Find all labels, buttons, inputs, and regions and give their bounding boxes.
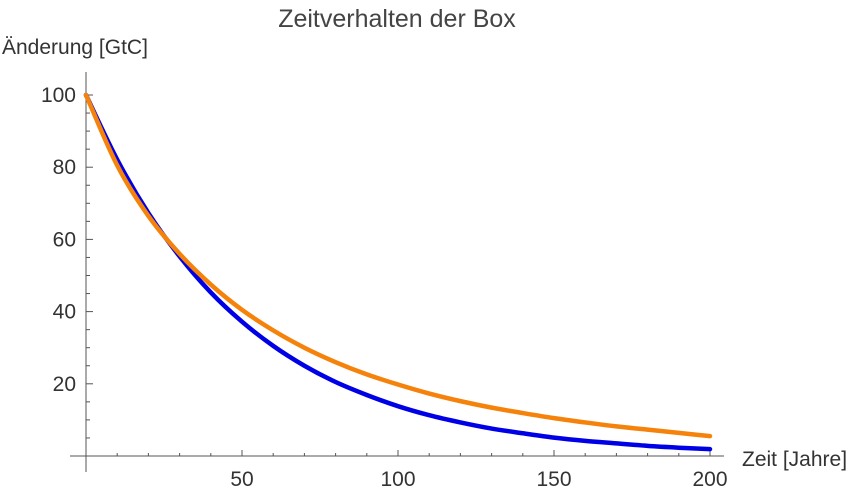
series-line-2 xyxy=(83,92,713,439)
y-tick-label: 60 xyxy=(53,228,76,251)
x-tick-label: 100 xyxy=(380,468,415,491)
y-tick-label: 80 xyxy=(53,156,76,179)
y-tick-label: 20 xyxy=(53,373,76,396)
series-line-1 xyxy=(83,92,713,452)
series-group xyxy=(83,92,713,452)
y-tick-label: 40 xyxy=(53,301,76,324)
x-tick-label: 150 xyxy=(536,468,571,491)
x-axis-label: Zeit [Jahre] xyxy=(742,448,847,471)
chart-title: Zeitverhalten der Box xyxy=(278,5,516,33)
y-axis-label: Änderung [GtC] xyxy=(2,36,148,59)
x-tick-label: 200 xyxy=(692,468,727,491)
y-tick-label: 100 xyxy=(41,84,76,107)
x-tick-label: 50 xyxy=(230,468,253,491)
axis-ticks: 50 100 150 200 20 40 60 80 100 xyxy=(41,84,728,491)
